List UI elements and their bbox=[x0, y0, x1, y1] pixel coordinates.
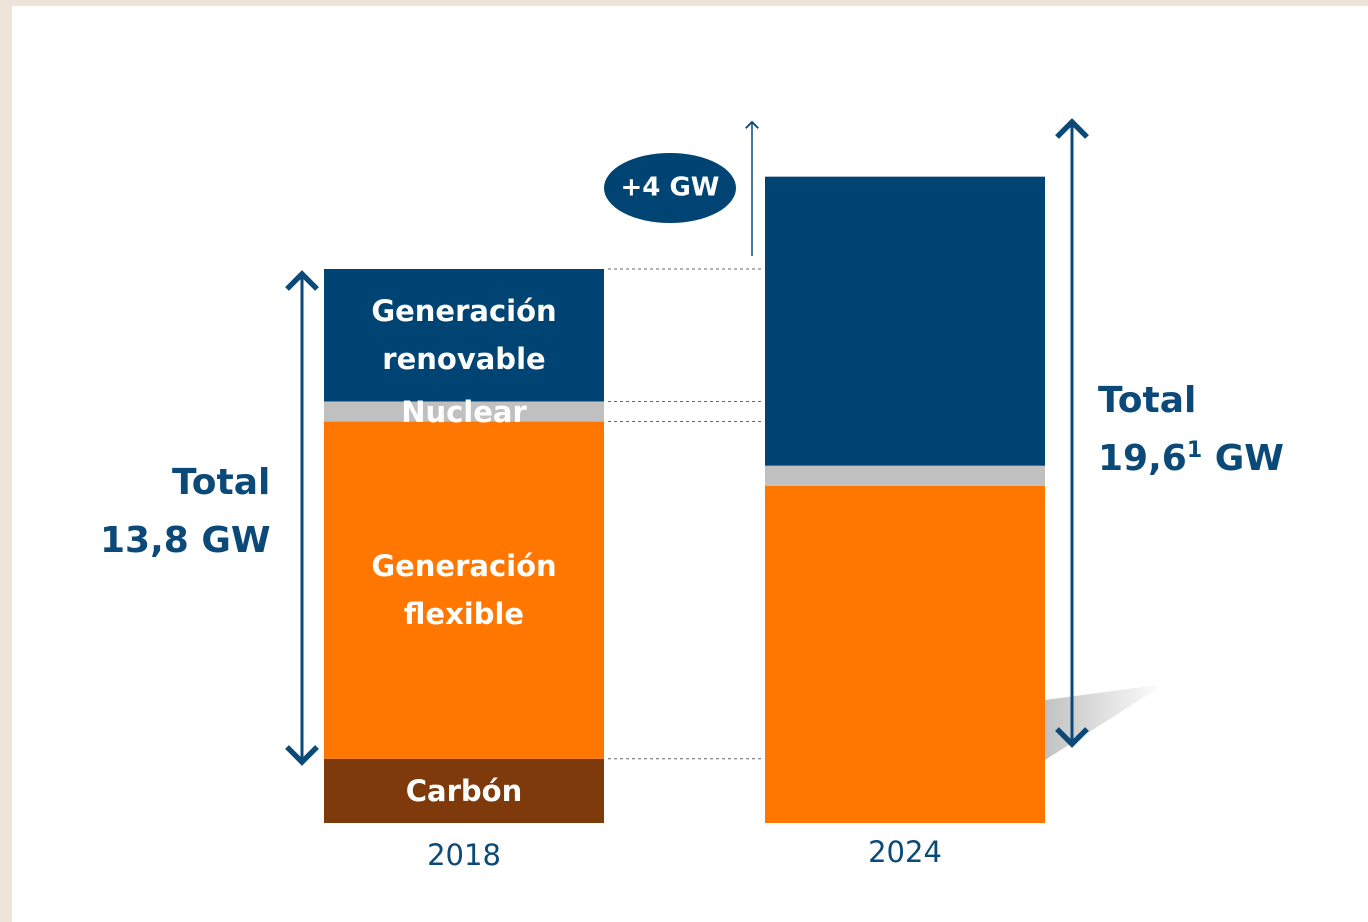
delta-label: +4 GW bbox=[621, 173, 720, 203]
total-label: Total bbox=[172, 462, 271, 503]
bar-segment bbox=[324, 421, 604, 759]
bar-segment bbox=[324, 269, 604, 402]
total-number: 19,6 bbox=[1098, 438, 1187, 479]
segment-label: Generación flexible bbox=[371, 549, 557, 632]
total-value: 13,8 GW bbox=[100, 520, 271, 561]
total-unit: GW bbox=[201, 520, 271, 561]
total-value: 19,61 GW bbox=[1098, 438, 1284, 479]
footnote: 1 bbox=[1186, 438, 1203, 463]
segment-label: Carbón bbox=[405, 773, 523, 808]
segment-label: Generación renovable bbox=[371, 294, 557, 377]
total-unit: GW bbox=[1214, 438, 1284, 479]
bar-segment bbox=[324, 401, 604, 422]
bar-segment bbox=[324, 758, 604, 823]
shadow bbox=[1045, 684, 1165, 760]
bar-segment bbox=[765, 176, 1045, 466]
x-tick-label: 2024 bbox=[868, 835, 942, 869]
delta-badge bbox=[604, 153, 736, 223]
x-tick-label: 2018 bbox=[427, 838, 501, 872]
bar-segment bbox=[765, 485, 1045, 823]
segment-label: Nuclear bbox=[401, 394, 527, 429]
bar-segment bbox=[765, 465, 1045, 486]
total-label: Total bbox=[1098, 380, 1197, 421]
total-number: 13,8 bbox=[100, 520, 189, 561]
